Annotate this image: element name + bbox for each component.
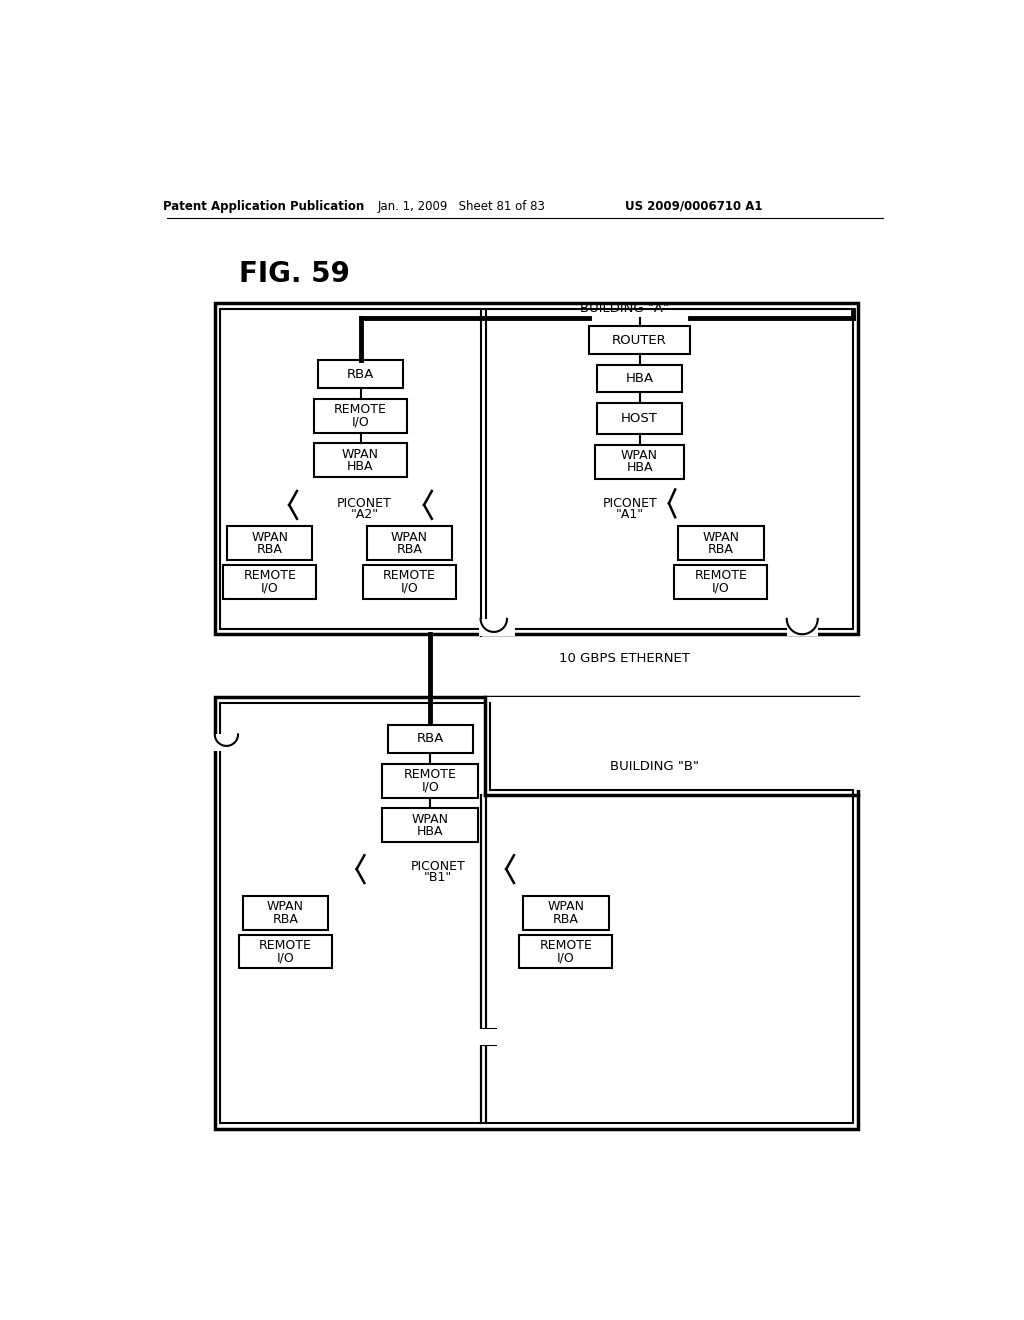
Text: RBA: RBA xyxy=(708,543,734,556)
Bar xyxy=(519,935,612,969)
Bar xyxy=(220,309,853,628)
Bar xyxy=(675,565,767,599)
Text: "A2": "A2" xyxy=(350,508,379,520)
Text: PICONET: PICONET xyxy=(411,861,465,874)
Bar xyxy=(314,444,407,478)
Text: I/O: I/O xyxy=(261,582,279,594)
Text: REMOTE: REMOTE xyxy=(383,569,436,582)
Text: REMOTE: REMOTE xyxy=(540,939,592,952)
Text: RBA: RBA xyxy=(417,733,444,746)
Text: WPAN: WPAN xyxy=(702,531,739,544)
Text: I/O: I/O xyxy=(712,582,730,594)
Bar xyxy=(597,364,682,392)
Text: WPAN: WPAN xyxy=(251,531,289,544)
Text: HBA: HBA xyxy=(347,459,374,473)
Text: WPAN: WPAN xyxy=(391,531,428,544)
Text: RBA: RBA xyxy=(272,912,298,925)
Bar xyxy=(362,565,456,599)
Bar xyxy=(239,935,332,969)
Text: REMOTE: REMOTE xyxy=(334,403,387,416)
Bar xyxy=(388,725,473,752)
Bar xyxy=(227,527,312,561)
Text: RBA: RBA xyxy=(347,367,374,380)
Bar xyxy=(678,527,764,561)
Text: WPAN: WPAN xyxy=(267,900,304,913)
Bar xyxy=(215,697,858,1129)
Text: I/O: I/O xyxy=(557,952,574,964)
Bar xyxy=(215,304,858,635)
Text: I/O: I/O xyxy=(421,780,439,793)
Bar xyxy=(786,619,818,636)
Text: I/O: I/O xyxy=(400,582,418,594)
Text: REMOTE: REMOTE xyxy=(259,939,311,952)
Text: HBA: HBA xyxy=(627,462,652,474)
Bar xyxy=(484,697,862,789)
Text: Patent Application Publication: Patent Application Publication xyxy=(163,199,365,213)
Text: I/O: I/O xyxy=(351,416,370,428)
Bar xyxy=(317,360,403,388)
Text: 10 GBPS ETHERNET: 10 GBPS ETHERNET xyxy=(558,652,689,665)
Text: WPAN: WPAN xyxy=(342,447,379,461)
Bar xyxy=(597,404,682,434)
Bar xyxy=(479,619,515,636)
Text: RBA: RBA xyxy=(553,912,579,925)
Bar xyxy=(382,763,478,797)
Text: REMOTE: REMOTE xyxy=(244,569,296,582)
Bar xyxy=(367,527,452,561)
Text: HOST: HOST xyxy=(622,412,658,425)
Text: BUILDING "A": BUILDING "A" xyxy=(580,302,669,315)
Text: REMOTE: REMOTE xyxy=(403,768,457,781)
Bar xyxy=(243,896,328,929)
Bar xyxy=(382,808,478,842)
Text: FIG. 59: FIG. 59 xyxy=(240,260,350,288)
Text: REMOTE: REMOTE xyxy=(694,569,748,582)
Bar xyxy=(314,399,407,433)
Bar xyxy=(595,445,684,479)
Text: WPAN: WPAN xyxy=(621,449,658,462)
Text: US 2009/0006710 A1: US 2009/0006710 A1 xyxy=(625,199,763,213)
Bar xyxy=(223,565,316,599)
Text: WPAN: WPAN xyxy=(548,900,585,913)
Bar xyxy=(479,1028,510,1045)
Text: PICONET: PICONET xyxy=(603,496,657,510)
Text: ROUTER: ROUTER xyxy=(612,334,667,347)
Text: HBA: HBA xyxy=(626,372,653,385)
Text: HBA: HBA xyxy=(417,825,443,838)
Bar xyxy=(523,896,608,929)
Text: "B1": "B1" xyxy=(424,871,453,884)
Text: BUILDING "B": BUILDING "B" xyxy=(610,760,699,774)
Text: Jan. 1, 2009   Sheet 81 of 83: Jan. 1, 2009 Sheet 81 of 83 xyxy=(377,199,545,213)
Text: RBA: RBA xyxy=(396,543,422,556)
Text: "A1": "A1" xyxy=(616,508,644,520)
Text: WPAN: WPAN xyxy=(412,813,449,825)
Text: PICONET: PICONET xyxy=(337,496,392,510)
Text: I/O: I/O xyxy=(276,952,294,964)
Bar xyxy=(213,734,237,751)
Bar xyxy=(589,326,690,354)
Text: RBA: RBA xyxy=(257,543,283,556)
Bar xyxy=(220,702,853,1123)
